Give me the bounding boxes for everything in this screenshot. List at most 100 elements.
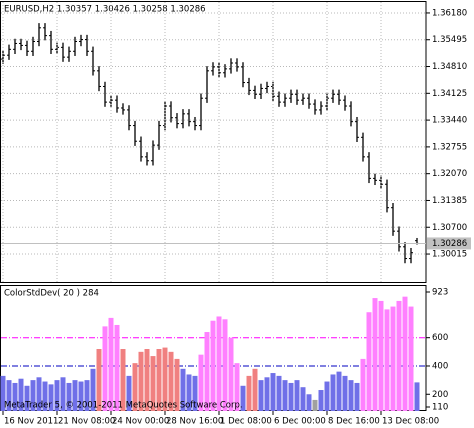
histogram-bar — [30, 380, 36, 411]
histogram-bar — [54, 380, 60, 411]
histogram-bar — [282, 380, 288, 411]
histogram-bar — [204, 332, 210, 411]
histogram-bar — [300, 387, 306, 411]
histogram-bar — [120, 349, 126, 411]
y-tick-label: 923 — [432, 288, 448, 298]
y-tick-label: 1.34125 — [432, 89, 467, 99]
y-tick-label: 1.33440 — [432, 116, 467, 126]
histogram-bar — [12, 382, 18, 411]
histogram-bar — [180, 368, 186, 411]
histogram-bar — [144, 349, 150, 411]
histogram-bar — [60, 377, 66, 411]
panel-frame — [0, 1, 427, 283]
y-tick-label: 1.32070 — [432, 169, 467, 179]
y-tick-label: 1.36180 — [432, 8, 467, 18]
histogram-bar — [186, 374, 192, 411]
histogram-bar — [288, 382, 294, 411]
histogram-bar — [414, 382, 420, 411]
histogram-bar — [126, 375, 132, 411]
histogram-bar — [66, 382, 72, 411]
histogram-bar — [378, 300, 384, 411]
histogram-bar — [168, 351, 174, 411]
histogram-bar — [354, 382, 360, 411]
histogram-bar — [318, 390, 324, 411]
x-tick-label: 24 Nov 00:00 — [112, 417, 169, 427]
histogram-bar — [24, 385, 30, 411]
histogram-bar — [96, 349, 102, 411]
histogram-bar — [174, 358, 180, 411]
panel-title: EURUSD,H2 1.30357 1.30426 1.30258 1.3028… — [4, 5, 206, 15]
histogram-bar — [372, 298, 378, 411]
histogram-bar — [390, 306, 396, 411]
histogram-bar — [252, 368, 258, 411]
current-price-box — [427, 237, 471, 250]
histogram-bar — [342, 375, 348, 411]
histogram-bar — [336, 371, 342, 411]
histogram-bar — [210, 320, 216, 411]
histogram-bar — [108, 317, 114, 411]
y-tick-label: 1.30700 — [432, 223, 467, 233]
histogram-bar — [36, 377, 42, 411]
x-tick-label: 16 Nov 2011 — [4, 417, 58, 427]
histogram-bar — [408, 306, 414, 411]
histogram-bar — [240, 385, 246, 411]
histogram-bar — [270, 373, 276, 411]
histogram-bar — [102, 326, 108, 411]
histogram-bar — [78, 381, 84, 411]
histogram-bar — [246, 375, 252, 411]
y-tick-label: 400 — [432, 361, 448, 371]
histogram-bar — [276, 375, 282, 411]
histogram-bar — [84, 380, 90, 411]
histogram-bar — [198, 354, 204, 411]
histogram-bar — [0, 375, 6, 411]
histogram-bar — [294, 380, 300, 411]
x-tick-label: 13 Dec 08:00 — [382, 417, 439, 427]
y-tick-label: 1.34810 — [432, 62, 467, 72]
watermark: MetaTrader 5, © 2001-2011 MetaQuotes Sof… — [4, 401, 243, 411]
y-tick-label: 1.31385 — [432, 196, 467, 206]
y-tick-label: 110 — [432, 403, 448, 413]
histogram-bar — [18, 378, 24, 411]
histogram-bar — [132, 363, 138, 411]
current-price-label: 1.30286 — [432, 239, 467, 249]
x-tick-label: 8 Dec 16:00 — [328, 417, 380, 427]
histogram-bar — [324, 381, 330, 411]
histogram-bar — [216, 316, 222, 411]
histogram-bar — [306, 394, 312, 411]
histogram-bar — [366, 312, 372, 411]
histogram-bar — [138, 351, 144, 411]
histogram-bar — [114, 324, 120, 411]
histogram-bar — [90, 368, 96, 411]
x-tick-label: 1 Dec 08:00 — [220, 417, 272, 427]
histogram-bar — [396, 300, 402, 411]
histogram-bar — [360, 358, 366, 411]
histogram-bar — [72, 380, 78, 411]
y-tick-label: 200 — [432, 390, 448, 400]
histogram-bar — [384, 309, 390, 411]
y-tick-label: 1.32755 — [432, 142, 467, 152]
x-tick-label: 28 Nov 16:00 — [166, 417, 223, 427]
histogram-bar — [6, 380, 12, 411]
y-tick-label: 600 — [432, 333, 448, 343]
panel-title: ColorStdDev( 20 ) 284 — [4, 289, 99, 299]
histogram-bar — [48, 384, 54, 411]
histogram-bar — [42, 381, 48, 411]
histogram-bar — [312, 399, 318, 411]
x-tick-label: 21 Nov 08:00 — [58, 417, 115, 427]
histogram-bar — [234, 363, 240, 411]
x-tick-label: 6 Dec 00:00 — [274, 417, 326, 427]
histogram-bar — [222, 319, 228, 411]
histogram-bar — [228, 337, 234, 411]
histogram-bar — [156, 349, 162, 411]
histogram-bar — [150, 356, 156, 411]
histogram-bar — [402, 296, 408, 411]
histogram-bar — [348, 380, 354, 411]
y-tick-label: 1.35495 — [432, 35, 467, 45]
histogram-bar — [258, 380, 264, 411]
histogram-bar — [162, 347, 168, 411]
y-tick-label: 1.30015 — [432, 250, 467, 260]
histogram-bar — [264, 377, 270, 411]
histogram-bar — [330, 374, 336, 411]
histogram-bar — [192, 375, 198, 411]
